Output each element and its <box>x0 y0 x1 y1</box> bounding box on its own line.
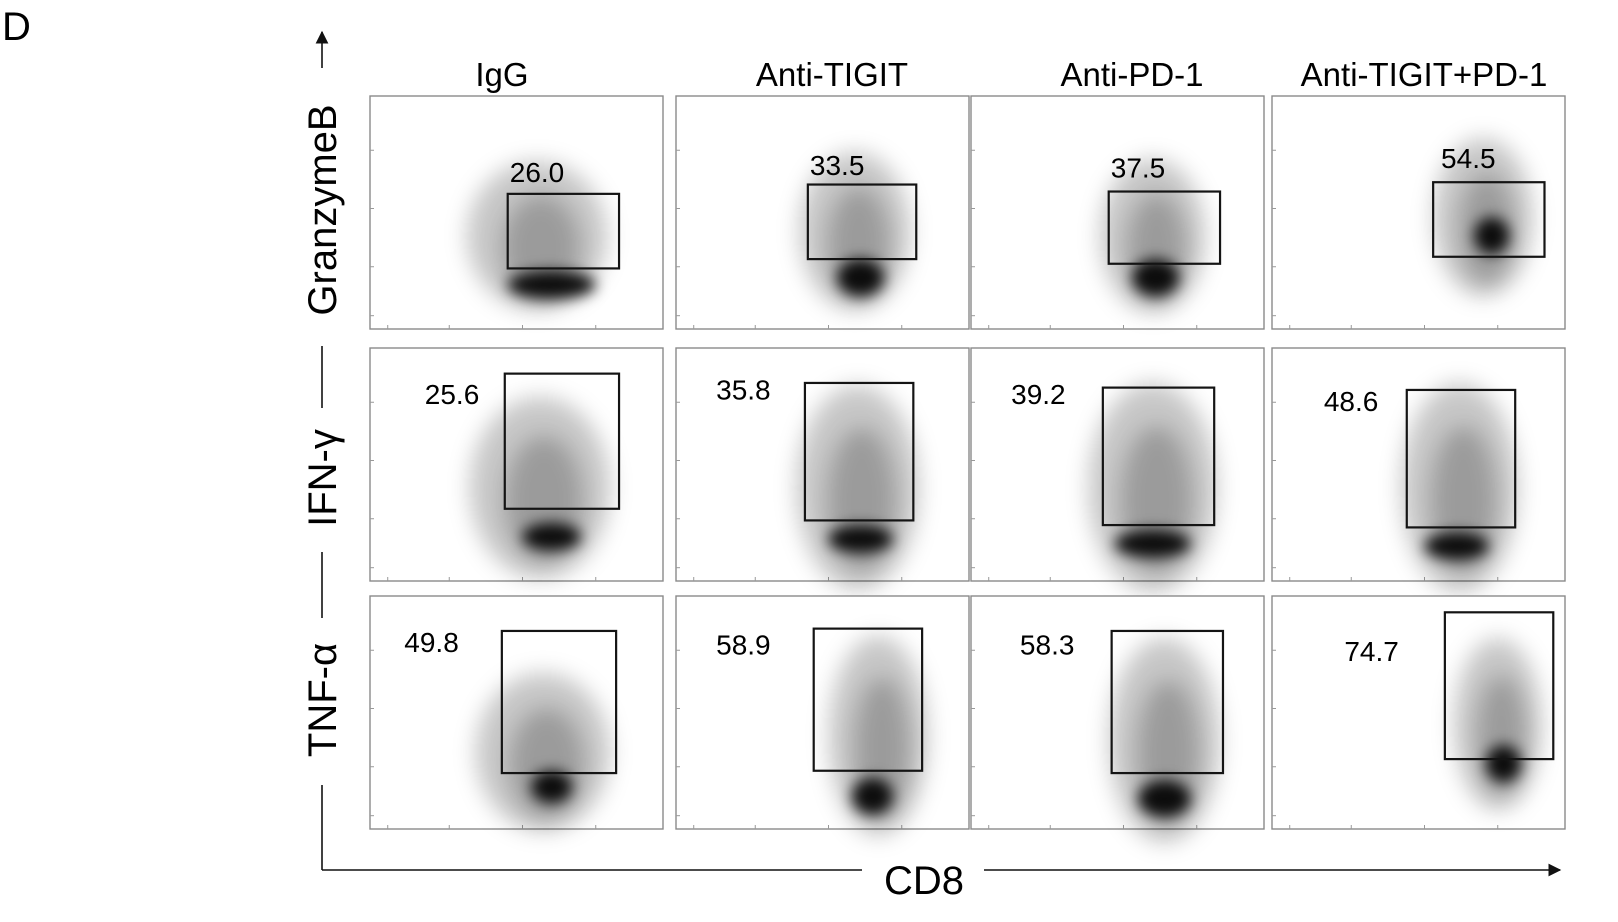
gate-percentage-label: 58.9 <box>716 629 771 660</box>
gate-box <box>1443 611 1555 761</box>
cell-density-core <box>1138 780 1191 818</box>
cell-density-core <box>851 777 893 816</box>
gate-box <box>1405 388 1517 529</box>
gate-percentage-label: 35.8 <box>716 374 771 405</box>
cell-density-core <box>837 259 885 297</box>
gate-box <box>506 192 621 270</box>
density-plot: 37.5 <box>970 95 1265 330</box>
y-axis: GranzymeB IFN-γ TNF-α <box>301 30 345 870</box>
density-plot: 58.9 <box>675 595 970 836</box>
gate-percentage-label: 54.5 <box>1441 143 1496 174</box>
panel-letter: D <box>2 5 31 49</box>
row-axis-title-granzymeb: GranzymeB <box>301 104 345 315</box>
gate-box <box>1110 629 1225 775</box>
cell-density-core <box>1485 745 1522 783</box>
gate-percentage-label: 49.8 <box>404 627 459 658</box>
x-axis-title-cd8: CD8 <box>884 859 964 903</box>
gate-percentage-label: 39.2 <box>1011 379 1066 410</box>
column-title-anti-tigit: Anti-TIGIT <box>756 56 908 93</box>
gate-box <box>812 627 924 772</box>
column-title-anti-tigit-pd1: Anti-TIGIT+PD-1 <box>1301 56 1548 93</box>
gate-percentage-label: 37.5 <box>1111 153 1166 184</box>
gate-box <box>1432 181 1546 258</box>
cell-density-core <box>828 525 893 554</box>
density-plot: 25.6 <box>369 347 664 582</box>
gate-box <box>806 183 918 261</box>
density-plot: 35.8 <box>675 347 970 591</box>
gate-box <box>803 381 915 522</box>
cell-density-core <box>522 522 581 551</box>
density-plot: 58.3 <box>970 595 1265 843</box>
gate-percentage-label: 33.5 <box>810 150 865 181</box>
density-plot: 54.5 <box>1271 95 1566 330</box>
column-title-igg: IgG <box>475 56 528 93</box>
density-plot: 48.6 <box>1271 347 1566 593</box>
gate-box <box>1107 190 1222 265</box>
density-plot: 39.2 <box>970 347 1265 593</box>
column-titles: IgG Anti-TIGIT Anti-PD-1 Anti-TIGIT+PD-1 <box>475 56 1547 93</box>
plot-grid: 26.0 33.5 37.5 54.5 25.6 35.8 39.2 48.6 49.8 58.9… <box>369 95 1566 843</box>
gate-percentage-label: 25.6 <box>425 379 480 410</box>
row-axis-title-ifn-gamma: IFN-γ <box>301 429 345 527</box>
density-plot: 49.8 <box>369 595 664 832</box>
gate-percentage-label: 26.0 <box>510 157 565 188</box>
cell-density-core <box>531 770 573 804</box>
gate-box <box>500 629 618 775</box>
cell-density-core <box>1132 259 1180 297</box>
gate-box <box>1101 386 1216 527</box>
gate-percentage-label: 48.6 <box>1324 386 1379 417</box>
cell-density-core <box>1114 529 1191 558</box>
cell-density-core <box>1424 532 1489 561</box>
x-axis: CD8 <box>322 859 1562 903</box>
density-plot: 33.5 <box>675 95 970 330</box>
density-plot: 74.7 <box>1271 595 1566 830</box>
cell-density-core <box>1474 217 1510 255</box>
gate-percentage-label: 58.3 <box>1020 629 1075 660</box>
gate-box <box>503 372 621 510</box>
column-title-anti-pd1: Anti-PD-1 <box>1060 56 1203 93</box>
cell-density-core <box>507 270 596 299</box>
density-plot: 26.0 <box>369 95 664 330</box>
row-axis-title-tnf-alpha: TNF-α <box>301 643 345 757</box>
gate-percentage-label: 74.7 <box>1344 636 1399 667</box>
